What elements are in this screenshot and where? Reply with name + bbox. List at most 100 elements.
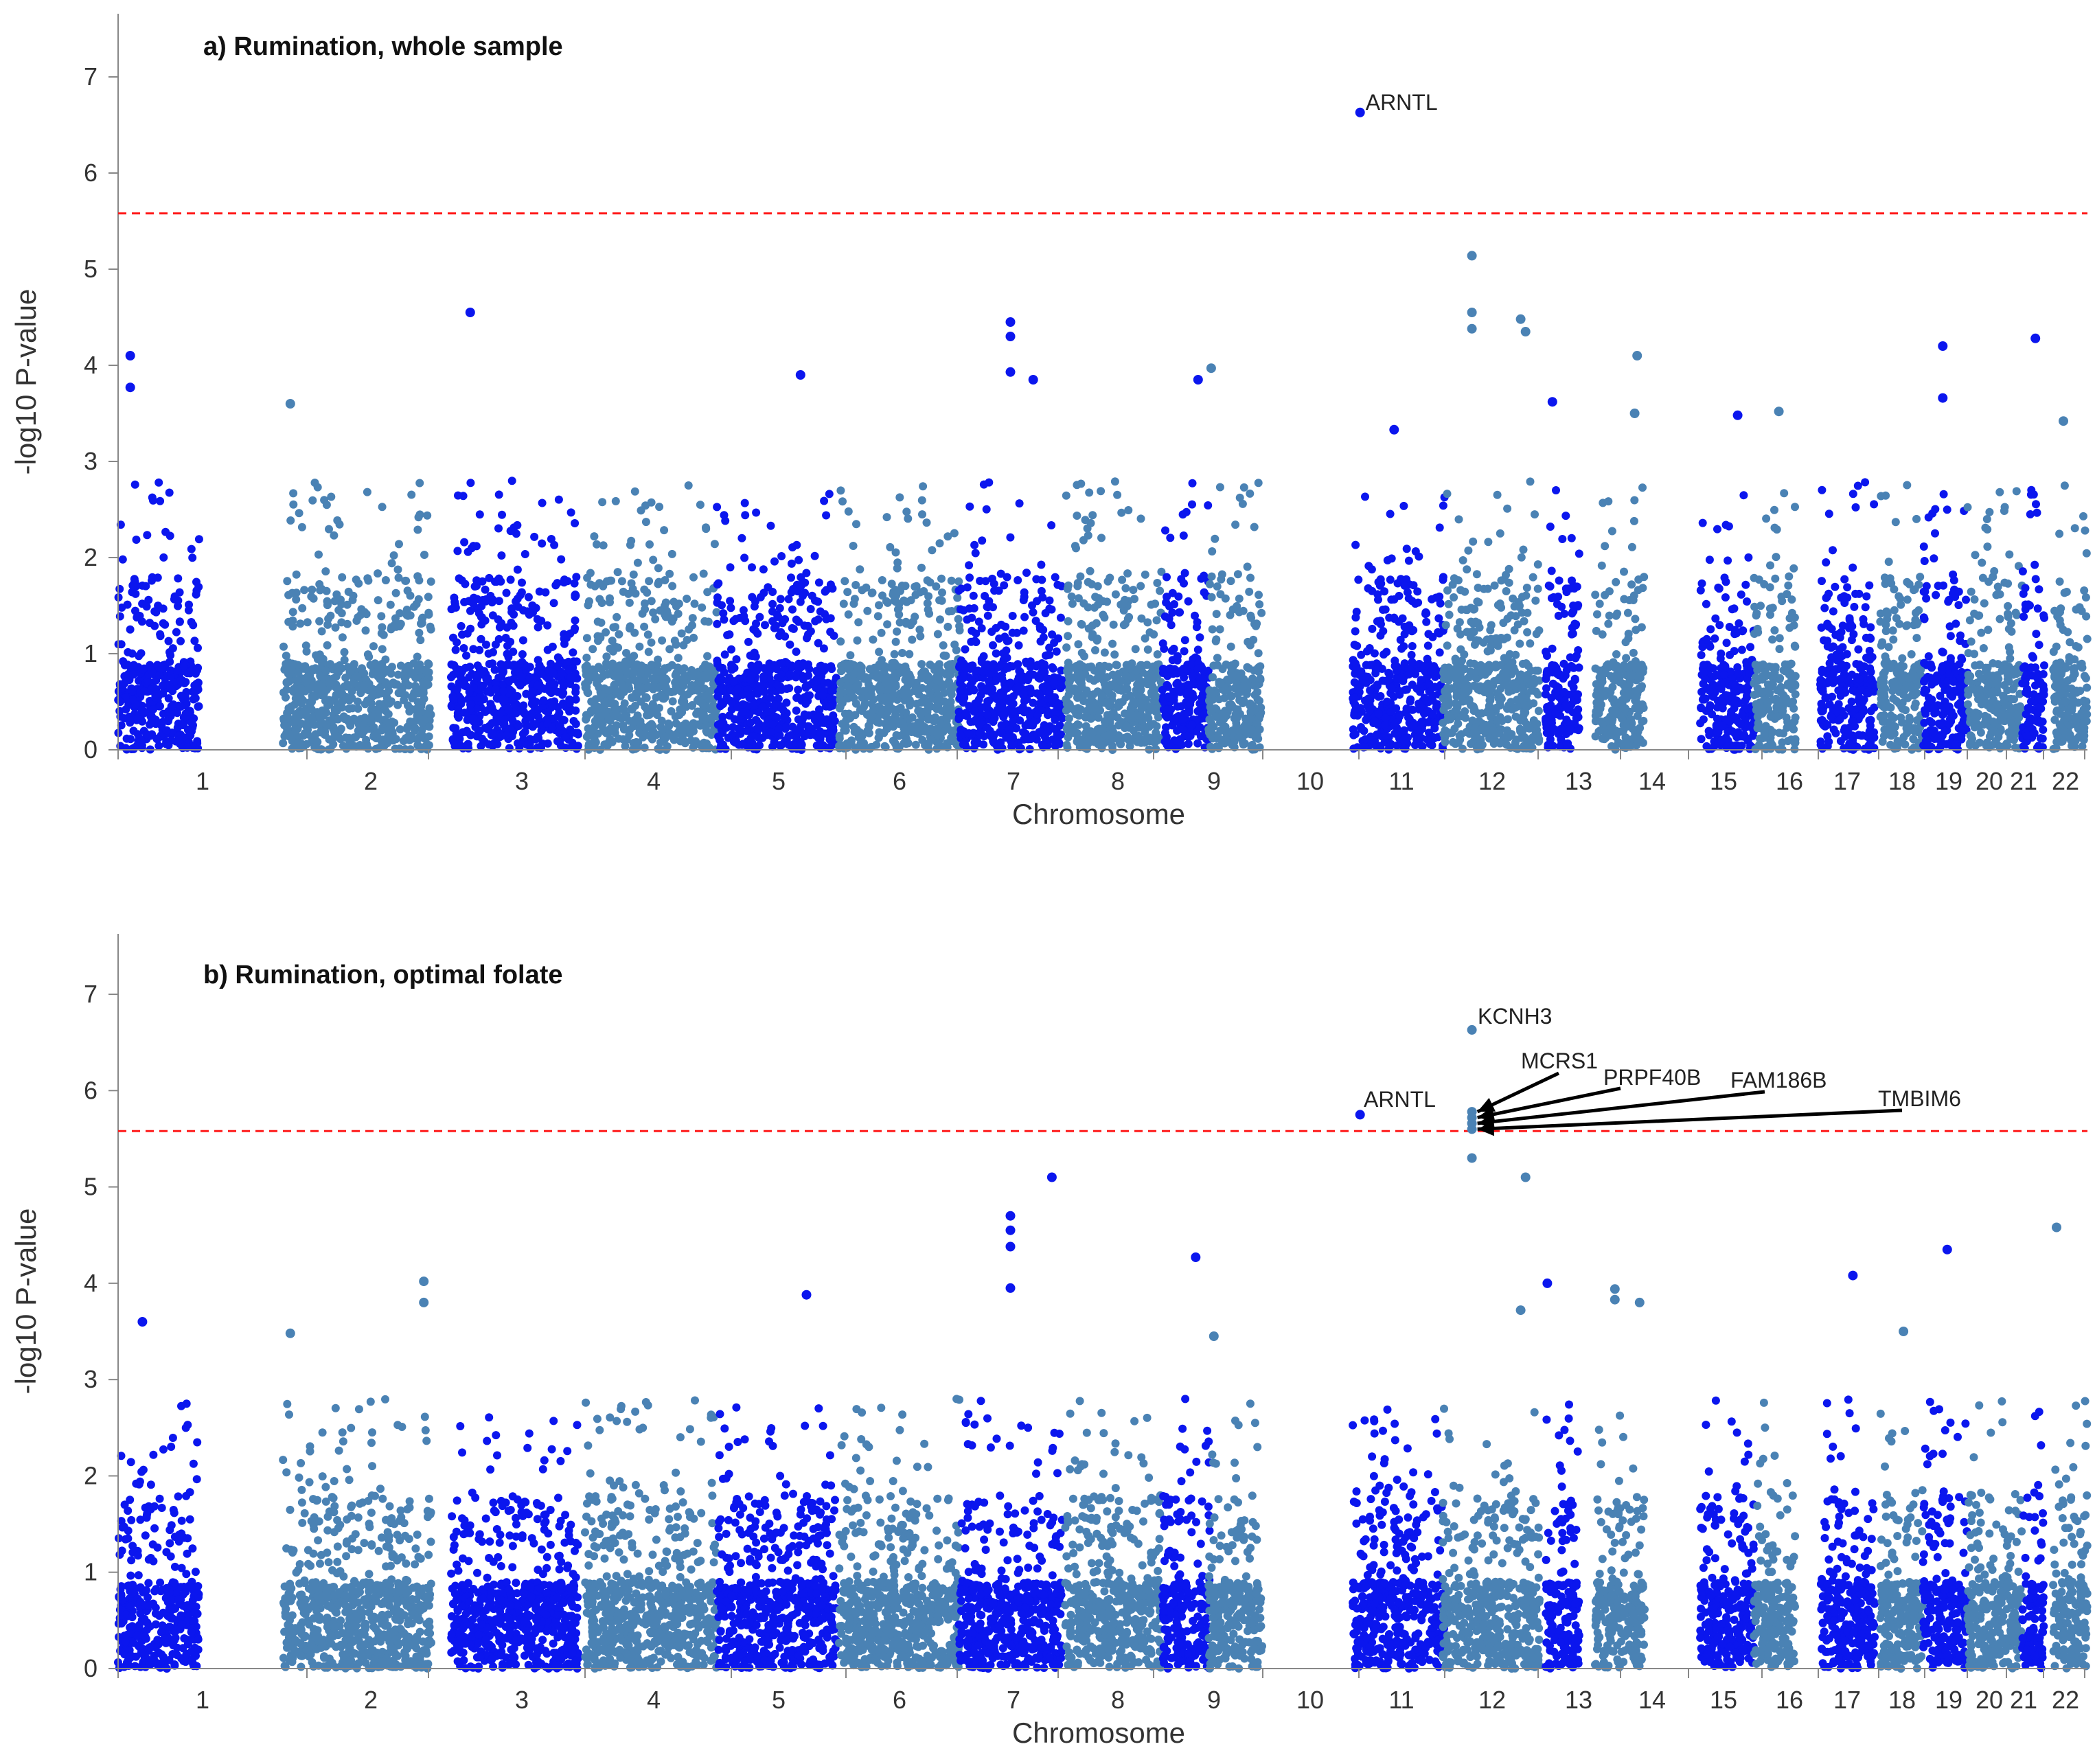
snp-point (1082, 707, 1090, 715)
snp-point (1129, 586, 1137, 594)
snp-point (840, 599, 848, 608)
snp-point (1014, 576, 1022, 584)
snp-point (1166, 534, 1174, 542)
snp-point (797, 582, 805, 591)
snp-point (804, 630, 812, 639)
snp-point (140, 687, 148, 696)
snp-point (932, 582, 940, 591)
snp-point (1216, 483, 1224, 492)
snp-point (131, 481, 139, 489)
snp-point (466, 607, 474, 615)
snp-point (1000, 711, 1008, 719)
snp-point (566, 630, 574, 638)
snp-point (891, 650, 899, 658)
snp-point (943, 623, 952, 631)
snp-point (1016, 499, 1024, 507)
snp-point (1143, 618, 1152, 626)
snp-point (123, 735, 131, 743)
snp-point (1248, 741, 1257, 749)
snp-point (948, 607, 956, 615)
snp-point (963, 615, 971, 623)
snp-point (794, 556, 803, 564)
snp-point (1244, 562, 1252, 571)
snp-point (482, 675, 490, 683)
snp-point (1189, 690, 1197, 698)
snp-point (1227, 577, 1235, 585)
snp-point (1424, 641, 1432, 650)
snp-point (1108, 640, 1117, 648)
snp-point (338, 609, 346, 617)
snp-point (635, 643, 643, 651)
snp-point (726, 604, 735, 612)
snp-point (468, 544, 476, 552)
snp-point (936, 539, 944, 547)
snp-point (292, 728, 300, 736)
snp-point (411, 724, 419, 732)
snp-point (895, 717, 904, 725)
snp-point (426, 623, 435, 631)
snp-point (892, 638, 900, 646)
snp-point (1106, 681, 1114, 689)
snp-point (418, 619, 426, 628)
snp-point (816, 608, 825, 616)
snp-point (461, 680, 469, 689)
snp-point (888, 580, 896, 588)
snp-point (365, 680, 374, 688)
snp-point (960, 694, 968, 702)
snp-point (1091, 593, 1099, 601)
snp-point (1156, 587, 1164, 595)
snp-point (1184, 680, 1192, 689)
snp-point (716, 744, 724, 753)
snp-point (645, 577, 653, 585)
snp-point (1084, 740, 1092, 748)
snp-point (981, 592, 989, 600)
snp-point (997, 621, 1005, 629)
snp-point (314, 551, 323, 559)
snp-point (1088, 580, 1096, 588)
snp-point (909, 722, 917, 731)
snp-point (1006, 534, 1014, 542)
snp-point (918, 698, 926, 707)
snp-point (624, 590, 632, 598)
snp-point (801, 711, 809, 719)
snp-point (169, 644, 177, 652)
snp-point (567, 508, 575, 516)
snp-point (405, 707, 413, 715)
snp-point (1232, 710, 1240, 718)
snp-point (777, 659, 786, 667)
snp-point (678, 630, 686, 638)
snp-point (713, 656, 721, 665)
snp-point (558, 691, 566, 699)
snp-point (553, 712, 562, 720)
snp-point (1170, 600, 1178, 608)
snp-point (534, 706, 542, 714)
snp-point (938, 588, 946, 597)
snp-point (1213, 733, 1222, 741)
snp-point (713, 593, 722, 602)
snp-point (984, 612, 992, 620)
snp-point (671, 678, 679, 687)
snp-point (863, 607, 871, 615)
snp-point (338, 703, 346, 711)
snp-point (878, 576, 886, 584)
snp-point (387, 625, 396, 633)
snp-point (1240, 483, 1248, 492)
snp-point (290, 660, 299, 668)
snp-point (1097, 487, 1105, 495)
snp-point (1161, 527, 1169, 535)
snp-point (124, 601, 132, 609)
snp-point (1112, 591, 1120, 599)
snp-point (1231, 520, 1239, 529)
snp-point (1213, 654, 1222, 662)
snp-point (162, 740, 170, 748)
snp-point (790, 625, 798, 633)
snp-point (1111, 477, 1119, 485)
snp-point (655, 503, 663, 511)
snp-point (1098, 667, 1106, 676)
snp-point (488, 705, 496, 713)
snp-point (1246, 612, 1255, 620)
snp-point (660, 526, 668, 534)
snp-point (733, 685, 742, 694)
snp-point (134, 730, 142, 738)
snp-point (519, 730, 527, 738)
